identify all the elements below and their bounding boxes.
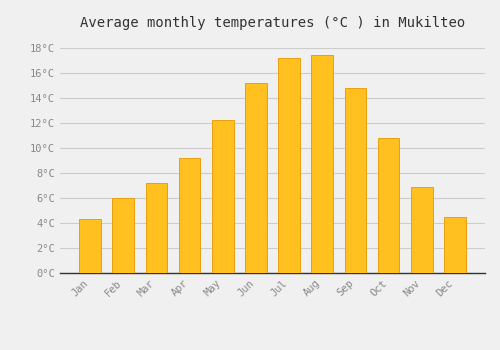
Bar: [444, 217, 466, 273]
Bar: [344, 88, 366, 273]
Bar: [312, 55, 333, 273]
Title: Average monthly temperatures (°C ) in Mukilteo: Average monthly temperatures (°C ) in Mu…: [80, 16, 465, 30]
Bar: [245, 83, 266, 273]
Bar: [411, 187, 432, 273]
Bar: [179, 158, 201, 273]
Bar: [146, 183, 167, 273]
Bar: [80, 219, 101, 273]
Bar: [112, 198, 134, 273]
Bar: [378, 138, 400, 273]
Bar: [212, 120, 234, 273]
Bar: [278, 57, 300, 273]
